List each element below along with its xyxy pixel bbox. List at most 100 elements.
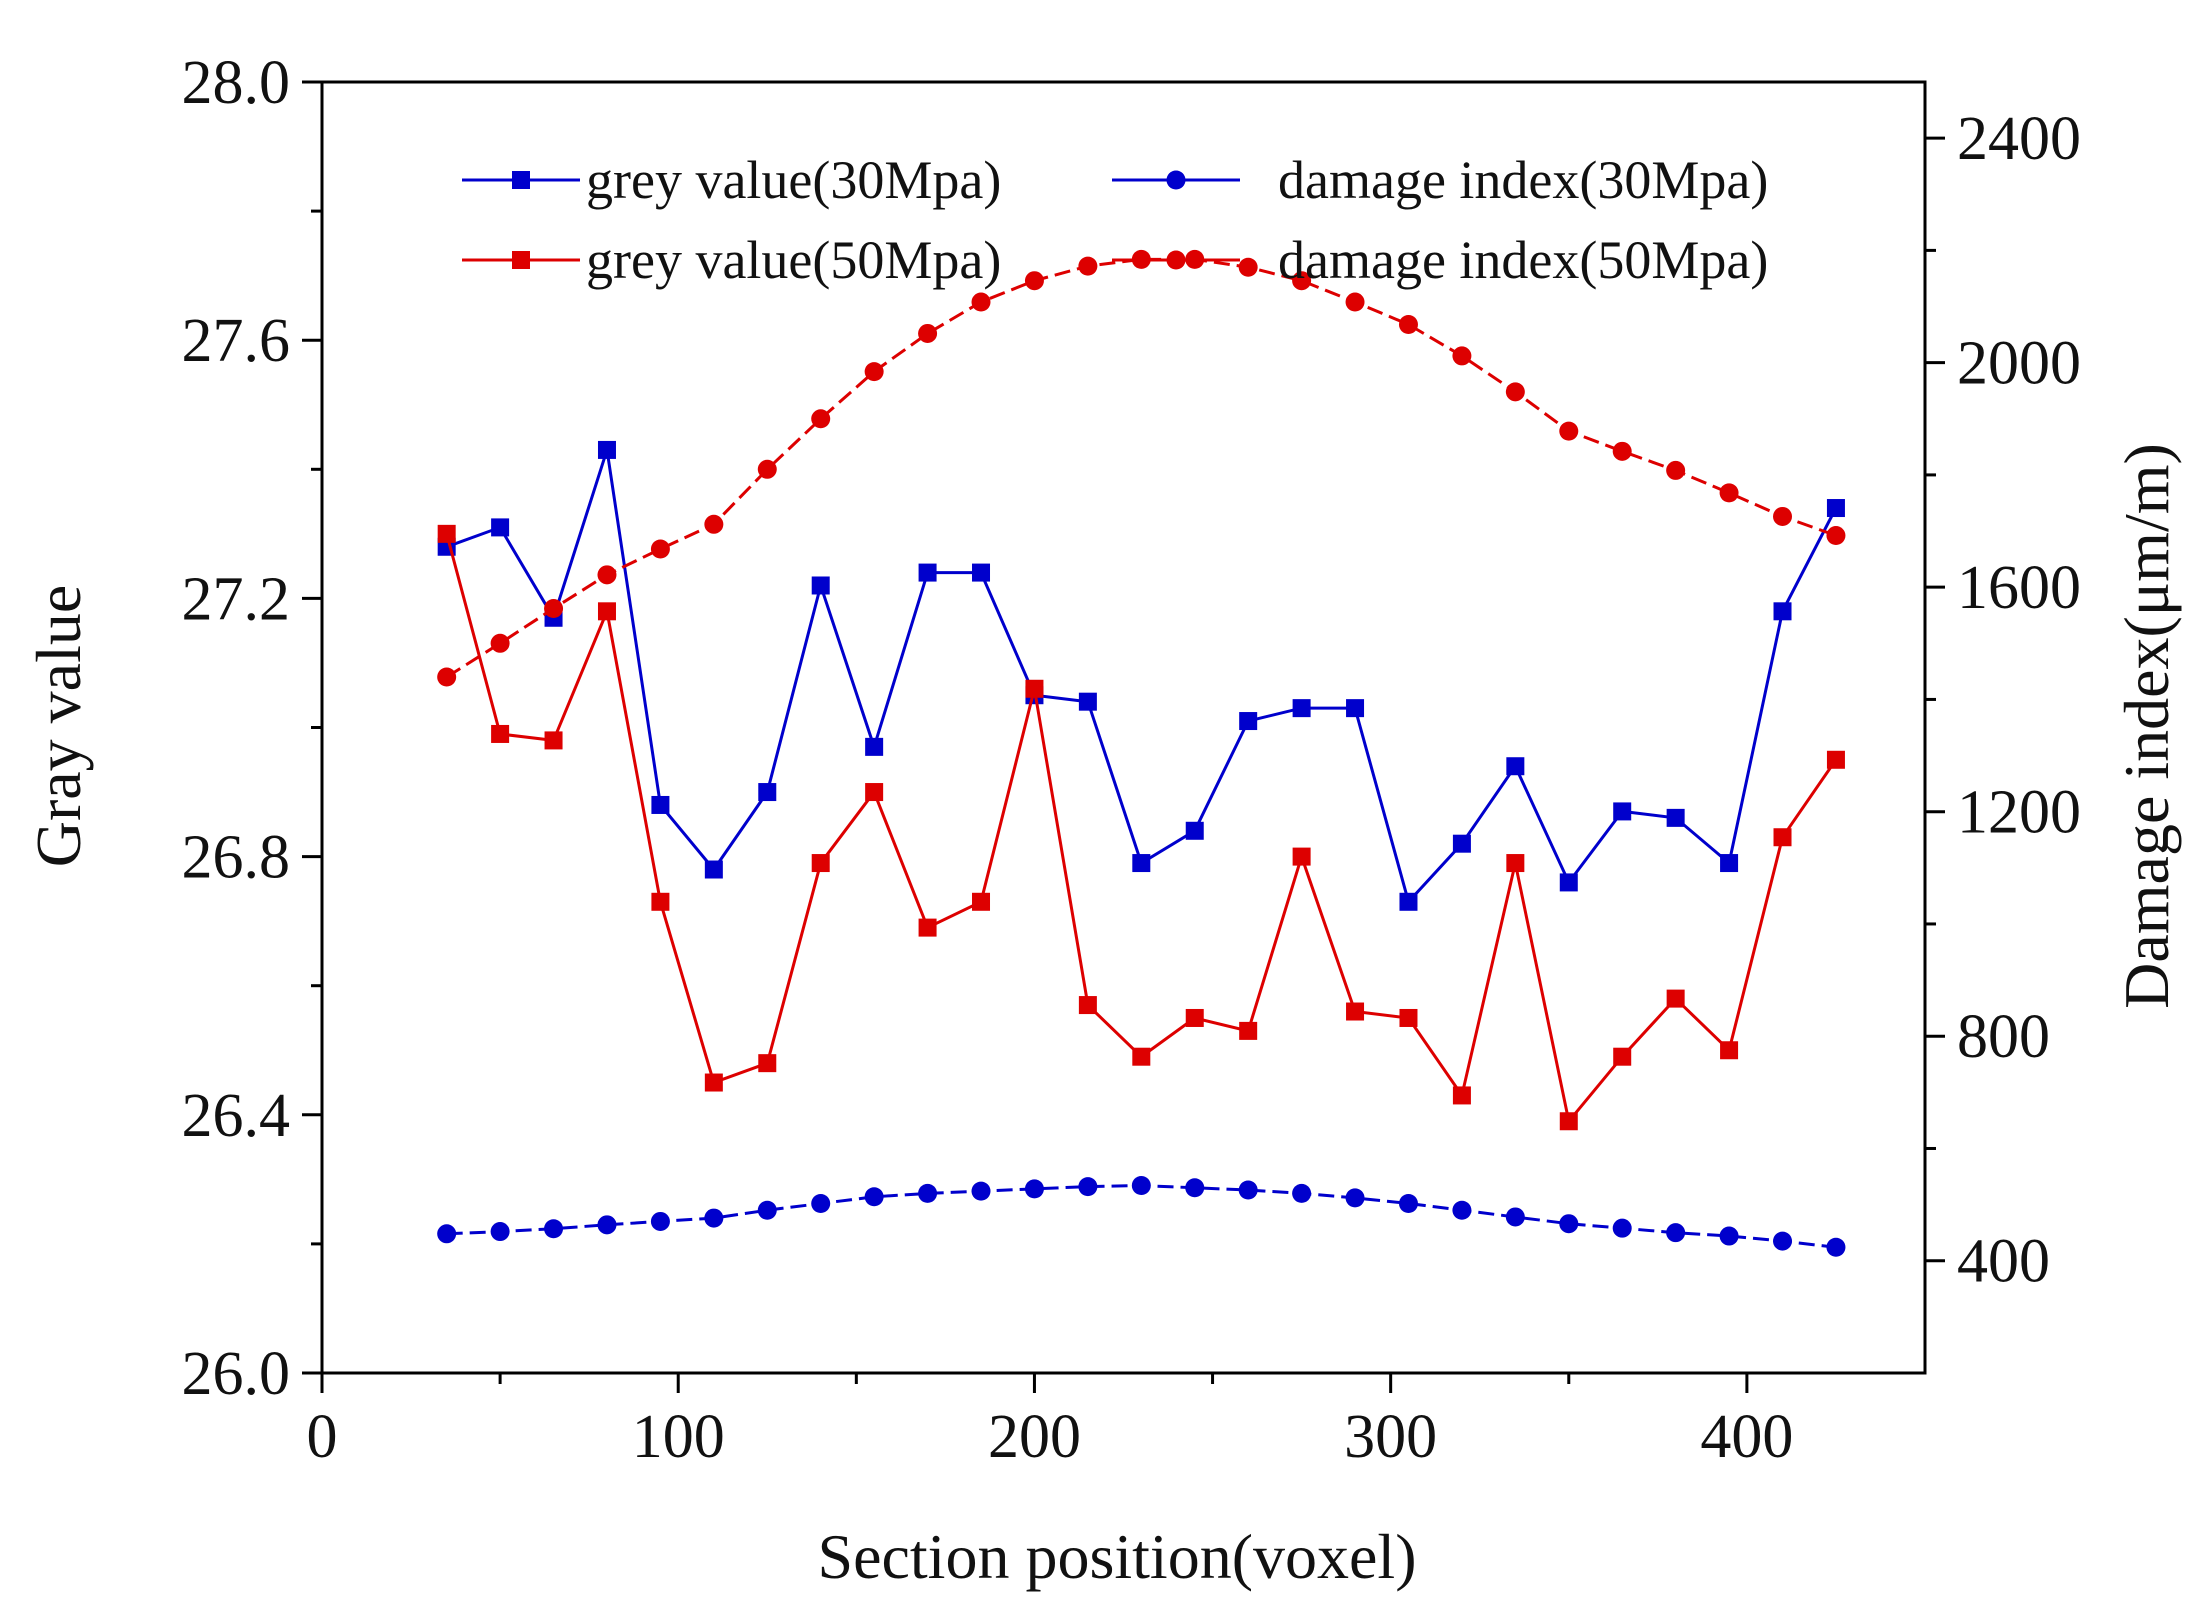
- data-point: [1398, 1193, 1418, 1213]
- data-point: [865, 737, 884, 756]
- data-point: [918, 918, 937, 937]
- y-axis-left-title: Gray value: [23, 585, 94, 868]
- data-point: [1612, 1218, 1632, 1238]
- data-point: [704, 860, 723, 879]
- series-0: [437, 440, 1845, 911]
- data-point: [490, 633, 510, 653]
- legend: grey value(30Mpa) grey value(50Mpa) damage…: [462, 150, 1768, 290]
- data-point: [1613, 802, 1632, 821]
- data-point: [758, 783, 777, 802]
- data-point: [597, 565, 617, 585]
- data-point: [1131, 1176, 1151, 1196]
- data-point: [1078, 256, 1098, 276]
- legend-entry: grey value(50Mpa): [462, 230, 1001, 290]
- data-point: [1559, 421, 1579, 441]
- data-point: [1398, 314, 1418, 334]
- data-point: [544, 731, 563, 750]
- legend-marker: [512, 171, 530, 189]
- data-point: [757, 1200, 777, 1220]
- data-point: [597, 440, 616, 459]
- legend-entry: damage index(30Mpa): [1112, 150, 1768, 210]
- legend-marker: [512, 251, 530, 269]
- data-point: [1345, 292, 1365, 312]
- data-point: [972, 563, 991, 582]
- y-left-tick-label: 27.6: [182, 307, 291, 375]
- data-point: [1238, 1180, 1258, 1200]
- data-point: [1719, 483, 1739, 503]
- data-point: [1452, 834, 1471, 853]
- data-point: [1666, 989, 1685, 1008]
- data-point: [704, 1073, 723, 1092]
- y-right-tick-label: 1600: [1957, 554, 2081, 622]
- data-point: [704, 1208, 724, 1228]
- data-point: [971, 292, 991, 312]
- data-point: [758, 1054, 777, 1073]
- data-point: [1132, 854, 1151, 873]
- data-point: [1666, 460, 1686, 480]
- data-point: [971, 1181, 991, 1201]
- data-point: [757, 459, 777, 479]
- data-point: [972, 892, 991, 911]
- data-point: [1292, 271, 1312, 291]
- data-point: [1346, 699, 1365, 718]
- data-point: [811, 409, 831, 429]
- data-point: [651, 892, 670, 911]
- data-point: [1826, 526, 1846, 546]
- series-line: [446, 449, 1838, 905]
- data-point: [811, 854, 830, 873]
- y-left-tick-label: 28.0: [182, 49, 291, 117]
- data-point: [437, 524, 456, 543]
- data-point: [544, 1219, 564, 1239]
- data-point: [704, 514, 724, 534]
- data-point: [1292, 699, 1311, 718]
- data-point: [1666, 808, 1685, 827]
- data-point: [1666, 1223, 1686, 1243]
- x-tick-label: 400: [1700, 1403, 1793, 1471]
- data-point: [1399, 892, 1418, 911]
- data-point: [1346, 1002, 1365, 1021]
- data-point: [1399, 1008, 1418, 1027]
- data-point: [1025, 679, 1044, 698]
- data-point: [650, 1211, 670, 1231]
- data-point: [918, 323, 938, 343]
- y-right-tick-label: 400: [1957, 1228, 2050, 1296]
- data-point: [1078, 1177, 1098, 1197]
- data-point: [1505, 382, 1525, 402]
- y-right-tick-label: 2400: [1957, 105, 2081, 173]
- legend-marker: [1166, 250, 1186, 270]
- data-point: [1505, 1207, 1525, 1227]
- data-point: [490, 1222, 510, 1242]
- data-point: [1826, 499, 1845, 518]
- series-1: [437, 524, 1845, 1131]
- data-point: [1773, 1231, 1793, 1251]
- data-point: [1506, 854, 1525, 873]
- data-point: [1185, 1178, 1205, 1198]
- y-right-tick-label: 800: [1957, 1003, 2050, 1071]
- x-tick-label: 0: [307, 1403, 338, 1471]
- data-point: [1185, 1008, 1204, 1027]
- data-point: [918, 1183, 938, 1203]
- data-point: [1559, 1112, 1578, 1131]
- legend-label: grey value(30Mpa): [586, 150, 1001, 210]
- data-point: [865, 783, 884, 802]
- series-3: [437, 249, 1846, 687]
- axis-tick-labels: 0 100 200 300 400 26.0 26.4 26.8 27.2 27.6 28.0 400…: [182, 49, 2082, 1471]
- series-2: [437, 1176, 1846, 1257]
- data-point: [651, 795, 670, 814]
- data-point: [864, 1187, 884, 1207]
- data-point: [437, 1224, 457, 1244]
- x-tick-label: 300: [1344, 1403, 1437, 1471]
- data-point: [811, 576, 830, 595]
- y-left-tick-label: 26.8: [182, 824, 291, 892]
- data-point: [1612, 441, 1632, 461]
- legend-label: damage index(50Mpa): [1278, 230, 1768, 290]
- legend-entry: grey value(30Mpa): [462, 150, 1001, 210]
- data-point: [1078, 692, 1097, 711]
- data-point: [1024, 1179, 1044, 1199]
- data-point: [1238, 257, 1258, 277]
- axis-ticks: [302, 80, 1945, 1393]
- series-lines: [437, 249, 1846, 1257]
- data-point: [1132, 1047, 1151, 1066]
- data-point: [1239, 712, 1258, 731]
- y-axis-right-title: Damage index(μm/m): [2111, 443, 2182, 1009]
